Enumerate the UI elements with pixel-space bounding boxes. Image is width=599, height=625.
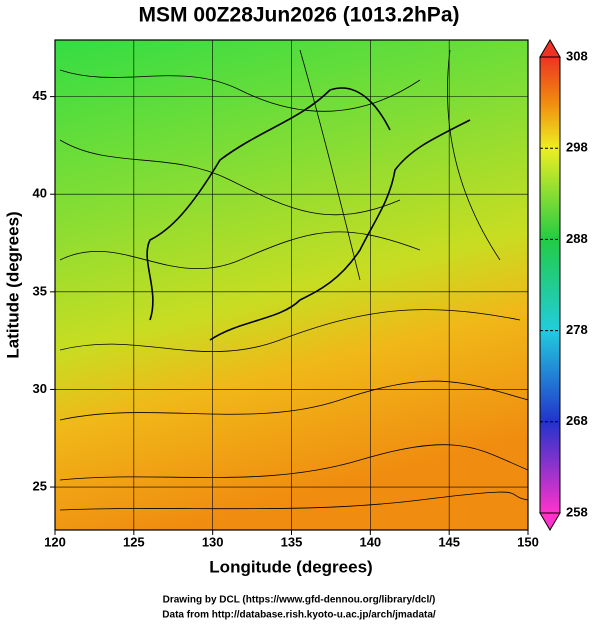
x-tick-label: 150: [517, 534, 539, 549]
colorbar-tick-label: 278: [566, 322, 588, 337]
y-tick-label: 25: [33, 478, 47, 493]
x-tick-label: 140: [359, 534, 381, 549]
y-tick-label: 45: [33, 88, 47, 103]
y-tick-label: 40: [33, 186, 47, 201]
chart-title: MSM 00Z28Jun2026 (1013.2hPa): [139, 4, 460, 27]
x-tick-label: 120: [44, 534, 66, 549]
x-tick-label: 130: [202, 534, 224, 549]
colorbar-min-arrow: [539, 512, 561, 531]
y-tick-label: 35: [33, 283, 47, 298]
coastline: [146, 87, 471, 341]
y-axis-label: Latitude (degrees): [3, 211, 22, 358]
colorbar-tick-label: 298: [566, 140, 588, 155]
y-tick-label: 30: [33, 381, 47, 396]
colorbar-tick-label: 288: [566, 231, 588, 246]
colorbar: [539, 56, 561, 514]
footer-line: Drawing by DCL (https://www.gfd-dennou.o…: [163, 595, 436, 606]
colorbar-tick-label: 308: [566, 48, 588, 63]
colorbar-tick-label: 258: [566, 504, 588, 519]
x-tick-label: 145: [438, 534, 460, 549]
colorbar-tick-label: 268: [566, 413, 588, 428]
streamlines: [59, 49, 528, 511]
x-axis-label: Longitude (degrees): [209, 557, 372, 576]
x-tick-label: 125: [123, 534, 145, 549]
colorbar-max-arrow: [539, 39, 561, 58]
footer-line: Data from http://database.rish.kyoto-u.a…: [162, 610, 436, 621]
x-tick-label: 135: [281, 534, 303, 549]
